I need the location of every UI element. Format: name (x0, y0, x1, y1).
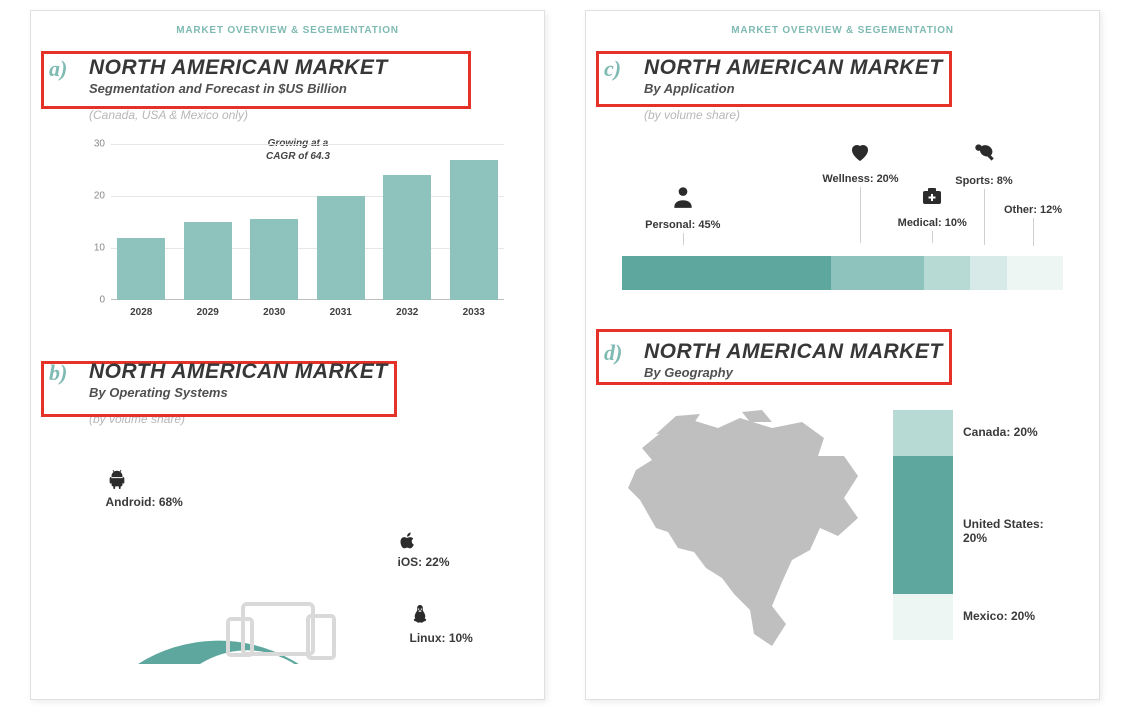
app-item-label: Personal: 45% (645, 219, 720, 231)
page-left: MARKET OVERVIEW & SEGEMENTATION a) NORTH… (30, 10, 545, 700)
bullet-d: d) (604, 340, 634, 366)
app-item: Other: 12% (1004, 200, 1062, 218)
bar (317, 196, 365, 300)
section-c-title-block: c) NORTH AMERICAN MARKET By Application (586, 50, 1099, 102)
section-c-title: NORTH AMERICAN MARKET (644, 56, 1063, 80)
ytick-label: 10 (83, 243, 105, 254)
bar-xlabel: 2030 (244, 307, 305, 318)
android-icon (106, 468, 183, 493)
geo-segment (893, 594, 953, 640)
ytick-label: 30 (83, 139, 105, 150)
segbar-segment (831, 256, 924, 290)
bar (383, 175, 431, 300)
ytick-label: 0 (83, 295, 105, 306)
app-item-label: Wellness: 20% (822, 173, 898, 185)
app-item-label: Other: 12% (1004, 204, 1062, 216)
heart-icon (847, 151, 873, 168)
geo-label: Mexico: 20% (963, 609, 1035, 623)
app-item: Medical: 10% (898, 184, 967, 231)
page-header-left: MARKET OVERVIEW & SEGEMENTATION (31, 11, 544, 44)
geo-label: United States: 20% (963, 517, 1063, 545)
segmented-bar-c (622, 256, 1063, 290)
devices-icon (228, 604, 334, 658)
section-c-subtitle: By Application (644, 81, 1063, 96)
section-a-title-block: a) NORTH AMERICAN MARKET Segmentation an… (31, 50, 544, 102)
application-icons: Personal: 45% Wellness: 20% Medical: 10% Sp… (622, 126, 1063, 246)
bar (184, 222, 232, 300)
section-a-subtitle: Segmentation and Forecast in $US Billion (89, 81, 508, 96)
person-icon (670, 197, 696, 214)
bar-xlabel: 2031 (311, 307, 372, 318)
geo-segment (893, 410, 953, 456)
donut-label-text: Android: 68% (106, 495, 183, 509)
segbar-segment (1007, 256, 1063, 290)
section-a-title: NORTH AMERICAN MARKET (89, 56, 508, 80)
section-b-note: (by volume share) (89, 412, 544, 426)
section-d-subtitle: By Geography (644, 365, 1063, 380)
bar-xlabel: 2033 (444, 307, 505, 318)
app-item: Sports: 8% (955, 140, 1012, 189)
donut-label: Android: 68% (106, 468, 183, 509)
section-a-note: (Canada, USA & Mexico only) (89, 108, 544, 122)
bar (450, 160, 498, 300)
bar-xlabel: 2028 (111, 307, 172, 318)
bullet-a: a) (49, 56, 79, 82)
page-header-right: MARKET OVERVIEW & SEGEMENTATION (586, 11, 1099, 44)
segbar-segment (924, 256, 970, 290)
geo-segment (893, 456, 953, 594)
page-right: MARKET OVERVIEW & SEGEMENTATION c) NORTH… (585, 10, 1100, 700)
donut-chart-b: Android: 68% iOS: 22% Linux: 10% (78, 444, 498, 664)
bar-xlabel: 2029 (178, 307, 239, 318)
donut-label-text: iOS: 22% (398, 555, 450, 569)
bar (250, 219, 298, 300)
section-b-title: NORTH AMERICAN MARKET (89, 360, 508, 384)
app-item-label: Sports: 8% (955, 175, 1012, 187)
section-c-note: (by volume share) (644, 108, 1099, 122)
donut-label: iOS: 22% (398, 530, 450, 569)
medkit-icon (919, 195, 945, 212)
section-b-subtitle: By Operating Systems (89, 385, 508, 400)
segbar-segment (622, 256, 831, 290)
bar (117, 238, 165, 300)
apple-icon (398, 530, 450, 553)
bar-chart-a: Growing at a CAGR of 64.3 20282029203020… (87, 144, 504, 324)
ytick-label: 20 (83, 191, 105, 202)
app-item: Wellness: 20% (822, 140, 898, 187)
bullet-c: c) (604, 56, 634, 82)
north-america-map-icon (622, 410, 902, 660)
geography-chart: Canada: 20% United States: 20% Mexico: 20% (622, 400, 1063, 670)
donut-label: Linux: 10% (410, 604, 473, 645)
bullet-b: b) (49, 360, 79, 386)
app-item-label: Medical: 10% (898, 217, 967, 229)
geo-label: Canada: 20% (963, 425, 1038, 439)
donut-label-text: Linux: 10% (410, 631, 473, 645)
bar-xlabel: 2032 (377, 307, 438, 318)
geo-stack (893, 410, 953, 640)
segbar-segment (970, 256, 1007, 290)
linux-icon (410, 604, 473, 629)
app-item: Personal: 45% (645, 184, 720, 233)
section-d-title-block: d) NORTH AMERICAN MARKET By Geography (586, 334, 1099, 386)
bar-chart-bars: 202820292030203120322033 (111, 144, 504, 300)
pingpong-icon (971, 153, 997, 170)
section-b-title-block: b) NORTH AMERICAN MARKET By Operating Sy… (31, 354, 544, 406)
section-d-title: NORTH AMERICAN MARKET (644, 340, 1063, 364)
